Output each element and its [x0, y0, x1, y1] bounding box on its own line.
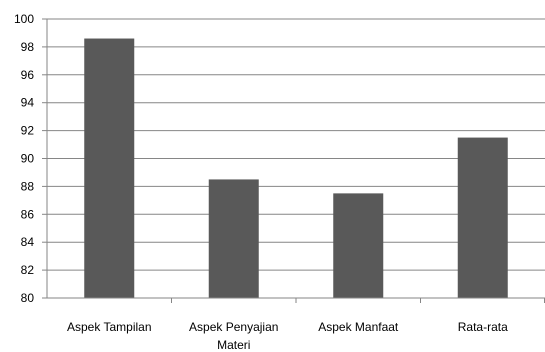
- y-tick-label: 86: [21, 207, 35, 221]
- y-tick-label: 92: [21, 124, 35, 138]
- x-tick-label: Aspek Manfaat: [318, 320, 399, 334]
- bar: [208, 179, 259, 298]
- axes: [42, 18, 545, 303]
- x-tick-label: Rata-rata: [458, 320, 508, 334]
- y-tick-label: 88: [21, 179, 35, 193]
- x-tick-label-line: Aspek Penyajian: [189, 320, 278, 334]
- y-tick-label: 90: [21, 152, 35, 166]
- bar: [84, 38, 135, 298]
- y-tick-label: 84: [21, 235, 35, 249]
- x-tick-label: Aspek Penyajian Materi: [189, 320, 278, 352]
- bar: [333, 193, 384, 298]
- bar: [457, 137, 508, 298]
- y-tick-label: 98: [21, 40, 35, 54]
- x-tick-label: Aspek Tampilan: [67, 320, 152, 334]
- y-tick-label: 100: [14, 12, 34, 26]
- x-tick-label-line: Aspek Manfaat: [318, 320, 399, 334]
- y-tick-label: 80: [21, 291, 35, 305]
- y-tick-label: 82: [21, 263, 35, 277]
- labels: 80 82 84 86 88 90 92 94 96 98 100 Aspek Tampilan Asp…: [14, 12, 508, 352]
- x-tick-label-line: Materi: [217, 338, 250, 352]
- x-tick-label-line: Rata-rata: [458, 320, 508, 334]
- y-tick-label: 96: [21, 68, 35, 82]
- bars: [84, 38, 508, 298]
- x-tick-label-line: Aspek Tampilan: [67, 320, 152, 334]
- y-tick-label: 94: [21, 96, 35, 110]
